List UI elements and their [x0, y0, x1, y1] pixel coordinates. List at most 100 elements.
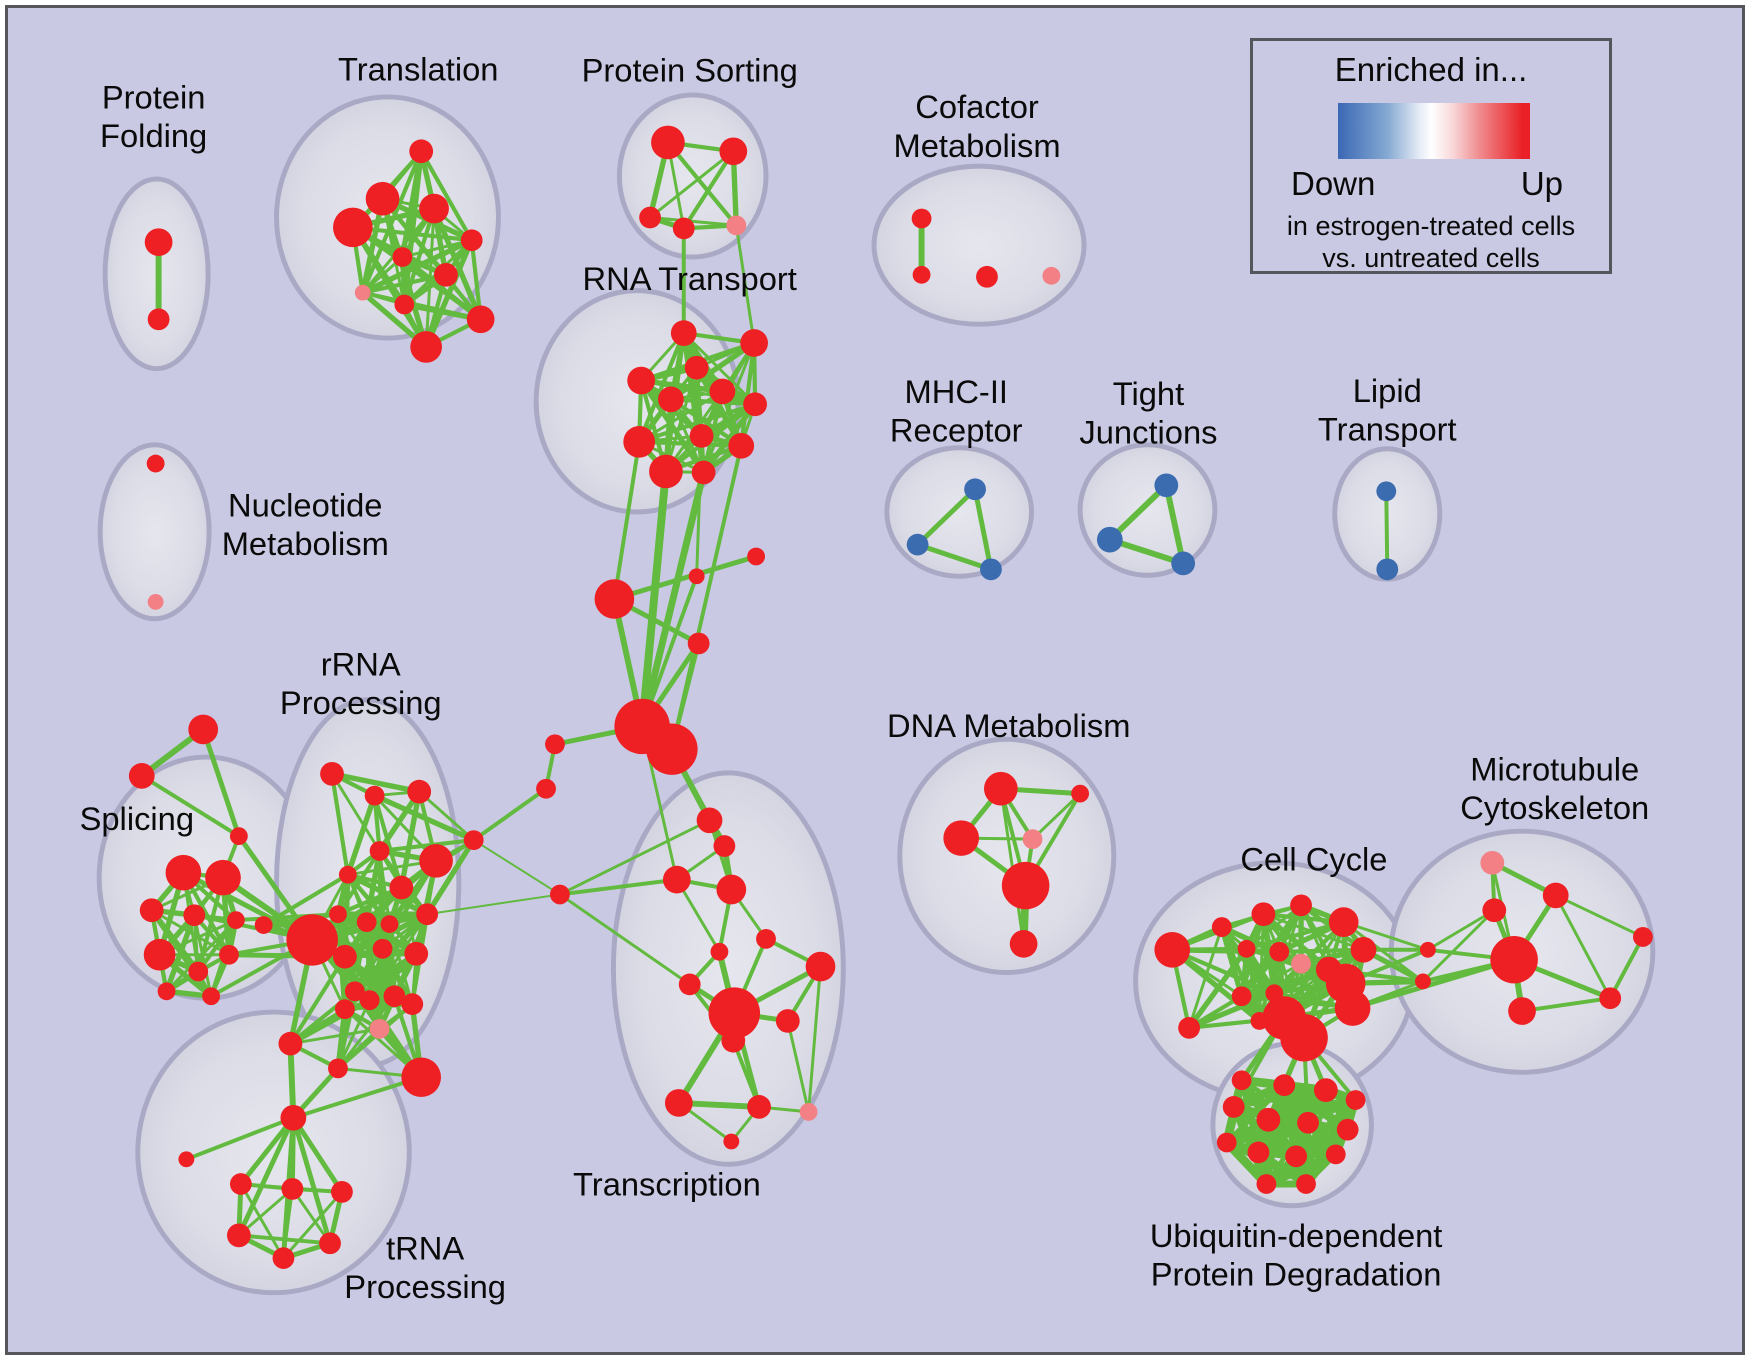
- edge-sp: [196, 918, 238, 974]
- node-ub-13: [1296, 1174, 1316, 1194]
- cluster-ellipse-tj: [1077, 442, 1218, 578]
- node-rt-5: [709, 378, 736, 405]
- edge-tx: [786, 1019, 811, 1114]
- cluster-label-mh: MHC-II Receptor: [890, 373, 1023, 448]
- node-rt-7: [623, 426, 656, 458]
- node-tx-12: [664, 1089, 693, 1117]
- edge-mt: [1426, 908, 1496, 952]
- cluster-label-sp: Splicing: [80, 800, 194, 837]
- node-ub-6: [1297, 1111, 1319, 1134]
- node-sp-5: [143, 938, 176, 971]
- edge-ps: [665, 140, 739, 228]
- node-cc-17: [1211, 917, 1232, 937]
- node-rt-0: [670, 320, 697, 346]
- node-tn-3: [281, 1178, 304, 1200]
- node-rr-22: [334, 999, 355, 1019]
- edge-ps: [648, 149, 735, 219]
- node-tn-0: [280, 1104, 307, 1131]
- edge-link-cx-rr: [471, 786, 549, 843]
- edge-ub: [1222, 1118, 1313, 1147]
- node-dn-5: [1009, 930, 1038, 958]
- node-sp-7: [219, 944, 239, 965]
- edge-lt: [1384, 489, 1390, 572]
- node-ub-7: [1336, 1118, 1359, 1141]
- node-tn-7: [319, 1232, 341, 1255]
- edge-rr: [336, 998, 372, 1070]
- node-cx-0: [594, 579, 635, 619]
- edge-rr: [417, 790, 476, 842]
- legend-subtitle-line2: vs. untreated cells: [1322, 243, 1540, 273]
- node-sp-1: [205, 859, 241, 896]
- node-tr-10: [410, 331, 442, 363]
- node-cx-3: [687, 632, 710, 655]
- edge-mt: [1554, 893, 1645, 939]
- edge-rt: [637, 402, 758, 444]
- node-pf-0: [144, 228, 173, 257]
- node-rr-16: [344, 981, 365, 1002]
- node-cc-2: [1290, 894, 1312, 917]
- node-tn-5: [226, 1223, 251, 1248]
- node-tn-1: [178, 1151, 195, 1168]
- cluster-label-ps: Protein Sorting: [582, 52, 798, 89]
- node-mt-0: [1480, 850, 1505, 875]
- cluster-label-tx: Transcription: [573, 1165, 761, 1202]
- node-sp-6: [188, 961, 209, 982]
- node-tr-3: [333, 207, 373, 248]
- edge-cx: [611, 554, 759, 602]
- node-cc-3: [1328, 907, 1359, 937]
- node-mh-1: [906, 533, 929, 556]
- cluster-ellipse-cf: [871, 163, 1087, 327]
- cluster-ellipse-tn: [135, 1009, 412, 1296]
- node-tr-8: [394, 294, 415, 315]
- node-tj-1: [1096, 526, 1123, 553]
- edge-link-tx-rr: [472, 839, 561, 896]
- edge-tn: [239, 1182, 285, 1260]
- edge-rr: [345, 792, 378, 878]
- node-sp-9: [202, 987, 221, 1006]
- edge-link-cc-mt: [1421, 908, 1496, 983]
- node-mt-3: [1490, 935, 1538, 984]
- edge-rr: [330, 772, 382, 853]
- legend-subtitle-line1: in estrogen-treated cells: [1286, 211, 1576, 241]
- node-tr-0: [409, 139, 434, 164]
- edge-mt: [1520, 996, 1613, 1014]
- node-ps-2: [639, 206, 661, 229]
- node-rr-11: [286, 914, 338, 966]
- edge-tn: [236, 1233, 333, 1246]
- node-rr-4: [338, 865, 357, 884]
- node-rr-23: [359, 990, 380, 1011]
- node-rr-15: [404, 941, 429, 966]
- cluster-label-nm: Nucleotide Metabolism: [222, 487, 389, 562]
- edge-rr: [329, 771, 422, 795]
- node-rt-6: [743, 392, 767, 417]
- node-cc-16: [1280, 1014, 1328, 1062]
- node-rr-13: [333, 944, 357, 969]
- node-cx-5: [646, 723, 698, 775]
- node-rr-19: [328, 1058, 348, 1079]
- node-dn-1: [1071, 784, 1090, 803]
- edge-rr: [335, 1006, 348, 1072]
- node-rt-1: [740, 329, 768, 357]
- node-cx-8: [188, 714, 219, 745]
- node-tx-13: [747, 1095, 771, 1119]
- cluster-label-lt: Lipid Transport: [1318, 372, 1457, 447]
- edge-link-sp-rr: [233, 912, 340, 923]
- edge-link-ps-rt: [734, 223, 756, 345]
- node-ub-8: [1216, 1132, 1237, 1153]
- node-sp-0: [165, 854, 202, 891]
- node-mt-6: [1599, 987, 1622, 1010]
- edge-rt: [637, 331, 686, 444]
- edge-rr: [377, 838, 476, 854]
- cluster-label-tn: tRNA Processing: [344, 1230, 506, 1305]
- edge-link-rt-cx: [695, 434, 704, 578]
- node-tr-1: [365, 181, 400, 216]
- node-rr-0: [320, 762, 344, 786]
- edge-tn: [290, 1187, 332, 1245]
- edge-tr: [431, 205, 484, 322]
- node-rt-3: [627, 366, 656, 395]
- edge-tn: [281, 1187, 294, 1260]
- edge-tj: [1106, 482, 1170, 543]
- node-tx-1: [713, 835, 736, 857]
- node-ps-1: [719, 137, 748, 166]
- edge-link-rt-cx: [612, 439, 642, 601]
